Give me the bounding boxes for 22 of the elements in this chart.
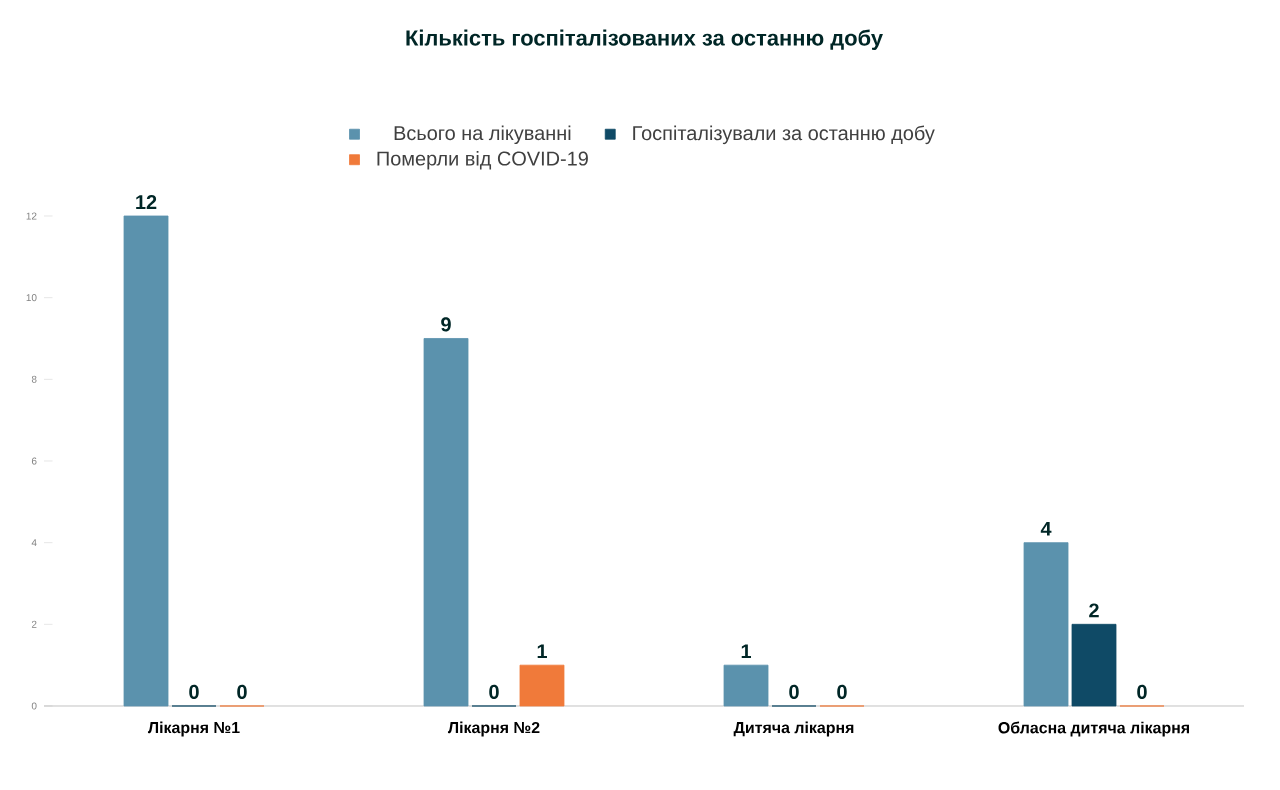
data-label: 9 bbox=[441, 317, 451, 332]
data-label: 0 bbox=[837, 684, 847, 699]
bar bbox=[123, 215, 169, 707]
data-label: 1 bbox=[741, 644, 752, 659]
legend-label: Померли від COVID-19 bbox=[377, 151, 588, 170]
bar bbox=[519, 664, 565, 707]
legend-label: Госпіталізували за останню добу bbox=[633, 125, 935, 145]
data-label: 0 bbox=[1137, 684, 1147, 699]
bar bbox=[1071, 623, 1117, 707]
bar bbox=[423, 338, 469, 707]
chart-title: Кількість госпіталізованих за останню добу bbox=[406, 29, 883, 50]
bar bbox=[723, 664, 769, 707]
legend-label: Всього на лікуванні bbox=[394, 125, 571, 145]
data-label: 0 bbox=[789, 684, 799, 699]
bar bbox=[1023, 542, 1069, 707]
data-label: 12 bbox=[136, 195, 157, 209]
data-label: 0 bbox=[189, 684, 199, 699]
data-label: 4 bbox=[1040, 521, 1052, 536]
data-label: 1 bbox=[537, 644, 547, 659]
data-label: 0 bbox=[237, 684, 247, 699]
data-label: 2 bbox=[1089, 603, 1099, 618]
data-label: 0 bbox=[489, 684, 499, 699]
